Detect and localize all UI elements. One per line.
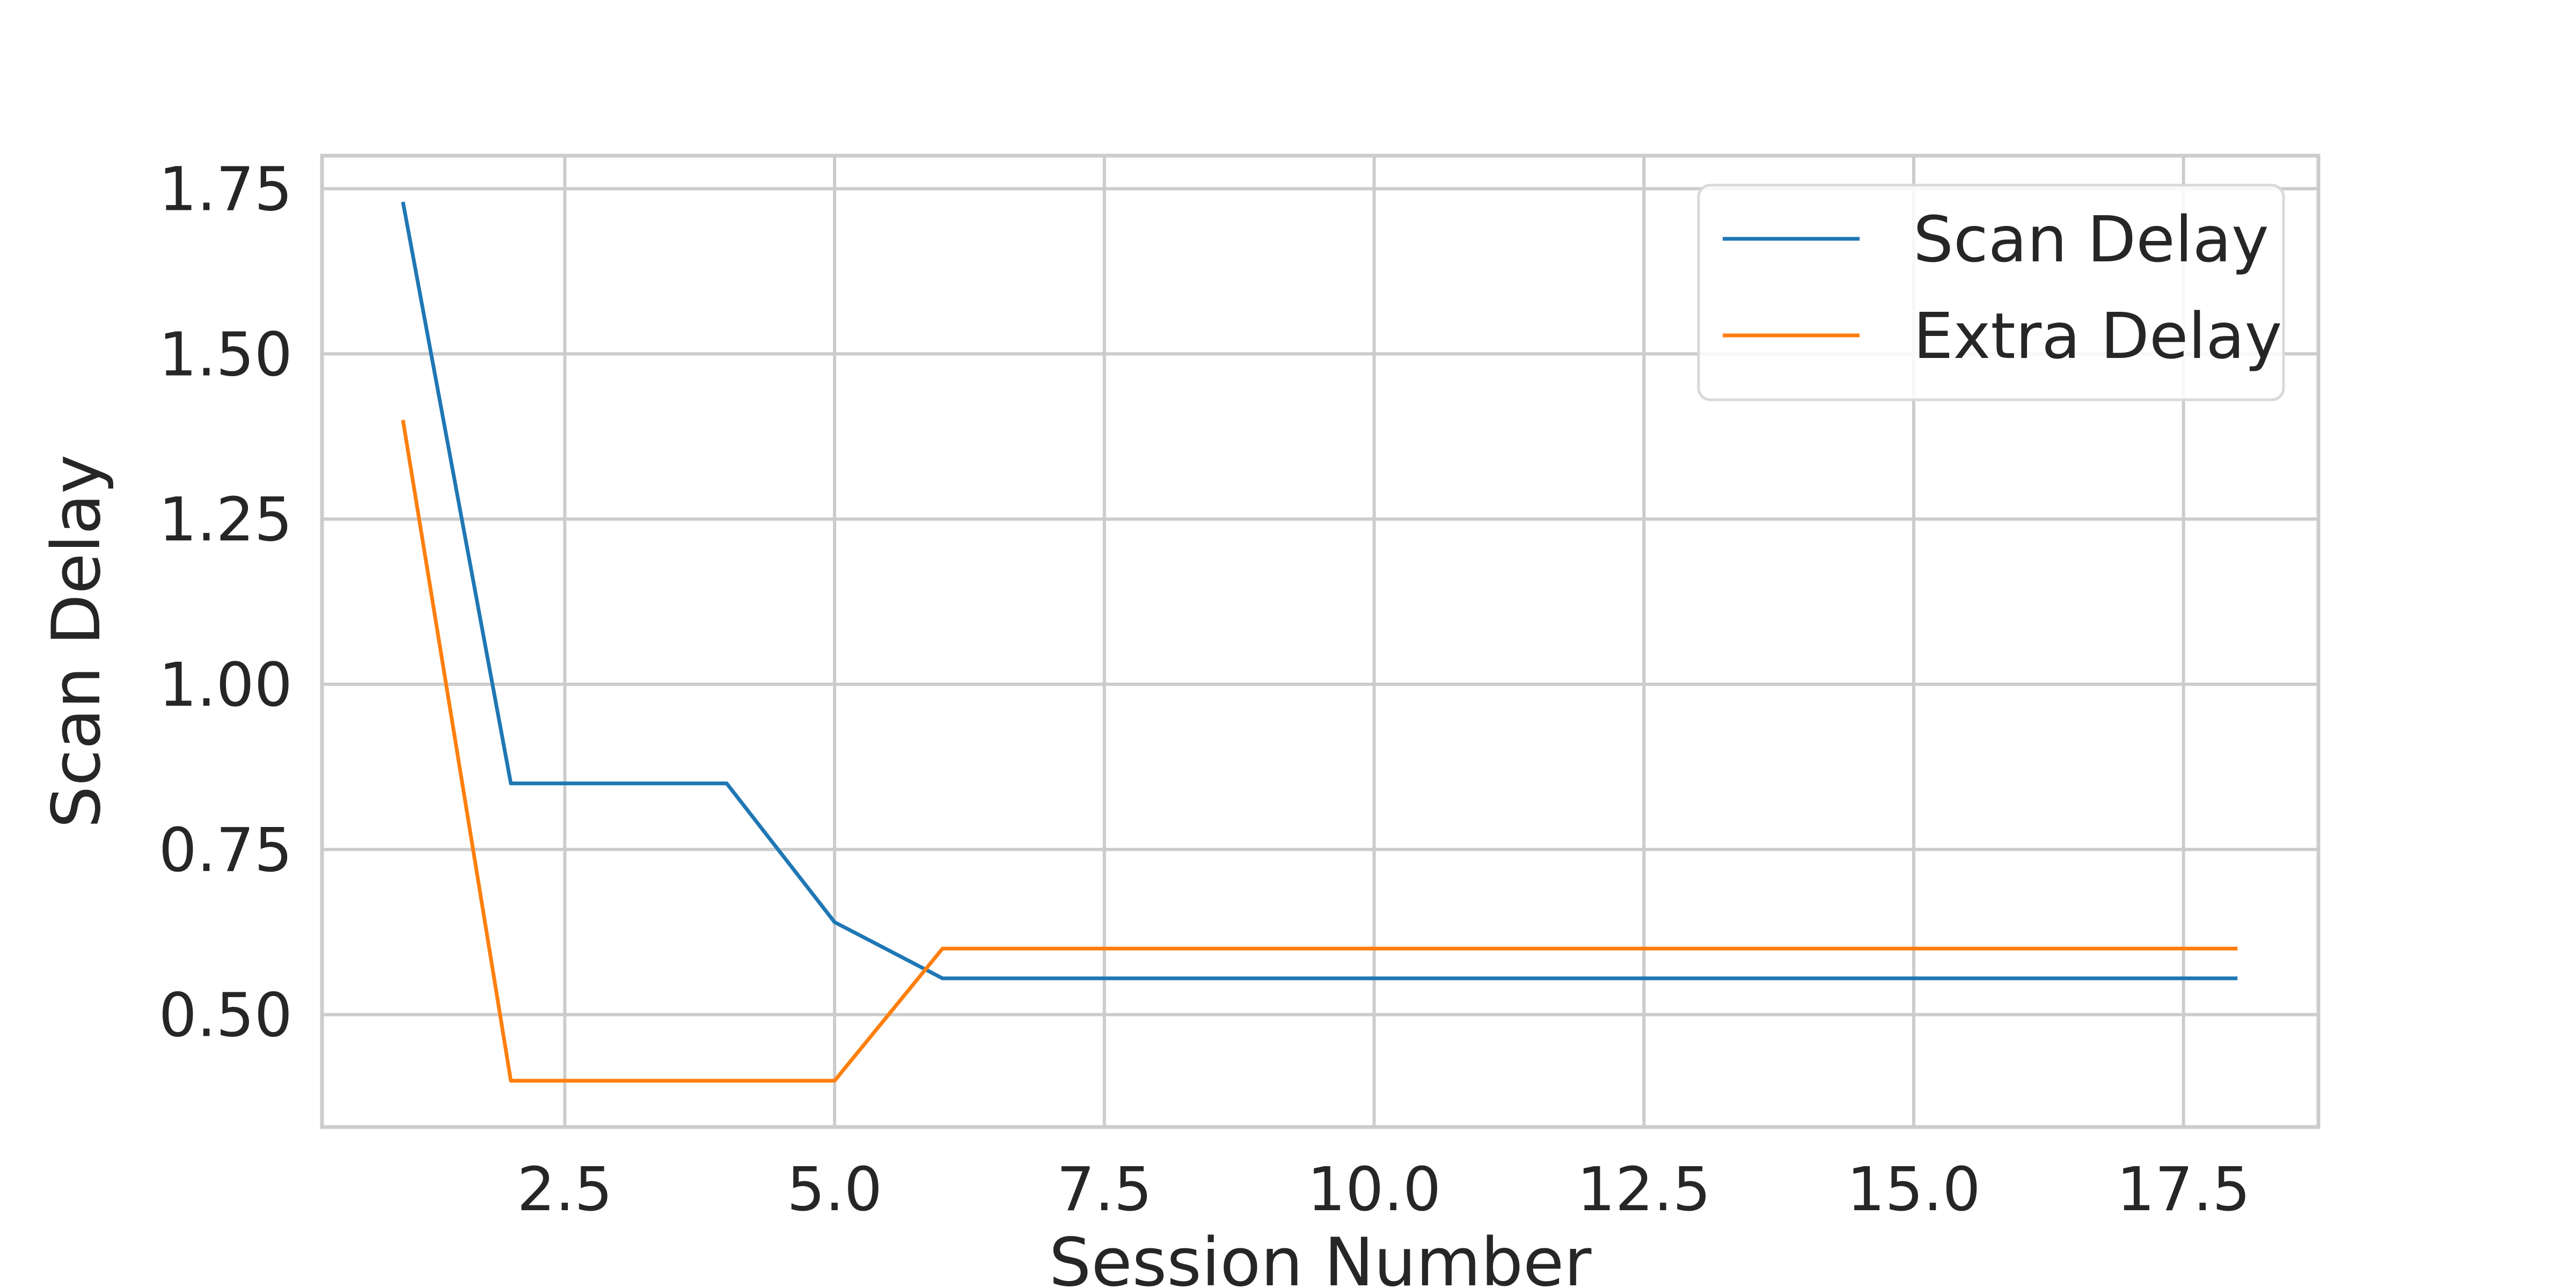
legend-label: Scan Delay (1913, 202, 2269, 276)
y-tick-label: 0.75 (159, 816, 292, 885)
x-tick-labels: 2.5 5.0 7.5 10.0 12.5 15.0 17.5 (517, 1155, 2250, 1225)
y-tick-label: 1.00 (159, 650, 292, 720)
x-tick-label: 5.0 (787, 1155, 882, 1225)
x-tick-label: 10.0 (1307, 1155, 1441, 1225)
x-tick-label: 7.5 (1057, 1155, 1152, 1225)
y-tick-label: 1.75 (159, 155, 292, 225)
legend-label: Extra Delay (1913, 299, 2282, 373)
y-tick-label: 0.50 (159, 981, 292, 1051)
y-tick-label: 1.50 (159, 320, 292, 390)
x-tick-label: 12.5 (1577, 1155, 1711, 1225)
series-line-2 (401, 419, 2238, 1083)
series-line-1 (401, 201, 2238, 980)
x-tick-label: 2.5 (517, 1155, 612, 1225)
x-axis-title: Session Number (1049, 1224, 1592, 1288)
y-axis-title: Scan Delay (38, 455, 115, 828)
legend: Scan Delay Extra Delay (1697, 184, 2285, 401)
plot-frame (320, 153, 2321, 1129)
x-tick-label: 17.5 (2117, 1155, 2250, 1225)
x-tick-label: 15.0 (1847, 1155, 1980, 1225)
series-layer (401, 201, 2238, 1083)
y-tick-label: 1.25 (159, 485, 292, 555)
y-tick-labels: 0.50 0.75 1.00 1.25 1.50 1.75 (159, 155, 292, 1051)
